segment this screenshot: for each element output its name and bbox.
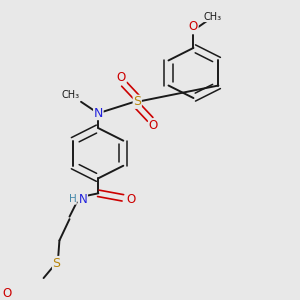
Text: O: O	[2, 286, 12, 300]
Text: CH₃: CH₃	[203, 12, 221, 22]
Text: O: O	[148, 119, 158, 132]
Text: H: H	[68, 194, 76, 204]
Text: O: O	[189, 20, 198, 33]
Text: CH₃: CH₃	[62, 90, 80, 100]
Text: S: S	[52, 256, 61, 269]
Text: O: O	[117, 71, 126, 85]
Text: S: S	[133, 95, 141, 108]
Text: N: N	[79, 193, 87, 206]
Text: N: N	[94, 106, 103, 120]
Text: O: O	[127, 193, 136, 206]
